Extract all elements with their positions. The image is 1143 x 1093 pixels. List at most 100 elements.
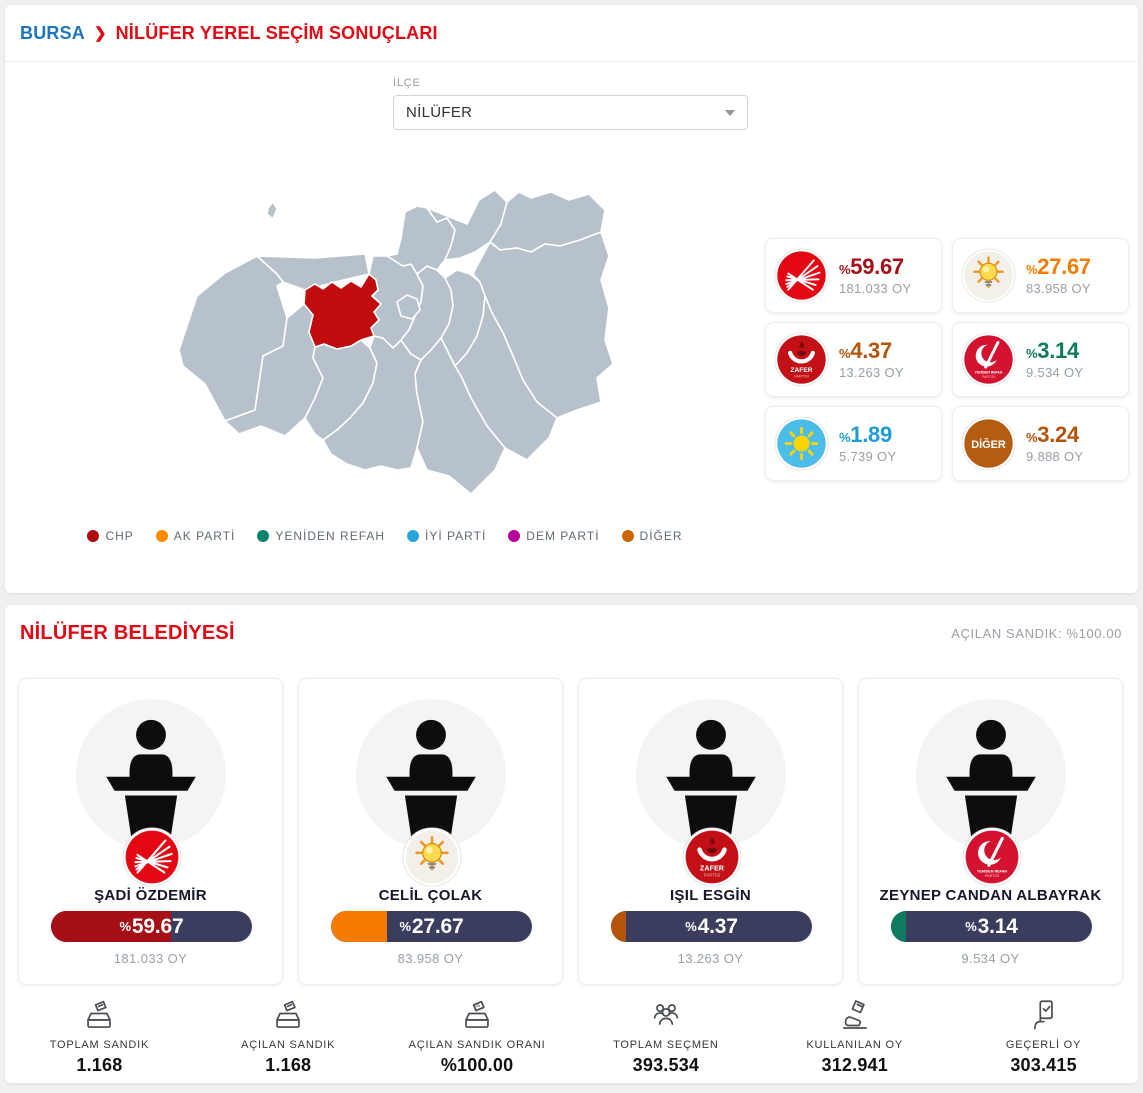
stat-total-voters: TOPLAM SEÇMEN 393.534 — [571, 997, 760, 1076]
district-filter-label: İLÇE — [393, 77, 421, 89]
party-votes: 9.534 OY — [1026, 365, 1084, 381]
candidate-avatar — [356, 699, 506, 849]
district-select[interactable]: NİLÜFER — [393, 95, 748, 130]
party-votes: 9.888 OY — [1026, 449, 1084, 465]
yrp-logo-icon — [962, 827, 1022, 887]
legend-item: DİĞER — [621, 529, 683, 543]
map-legend: CHP AK PARTİ YENİDEN REFAH İYİ PARTİ DEM… — [5, 529, 765, 543]
breadcrumb-city-link[interactable]: BURSA — [20, 22, 86, 43]
party-result-card: %59.67 181.033 OY — [765, 238, 942, 313]
ballot-box-icon — [271, 997, 305, 1031]
candidate-votes: 13.263 OY — [677, 951, 744, 966]
candidate-vote-bar: % 3.14 — [891, 911, 1092, 942]
candidate-vote-bar: % 59.67 — [51, 911, 252, 942]
akp-logo-icon — [402, 827, 462, 887]
legend-dot — [87, 530, 100, 542]
municipality-title: NİLÜFER BELEDİYESİ — [20, 621, 235, 644]
party-results-grid: %59.67 181.033 OY %27.67 83.958 OY %4.37… — [765, 238, 1129, 481]
zafer-logo-icon — [774, 332, 829, 387]
district-select-value: NİLÜFER — [406, 104, 473, 121]
candidate-votes: 9.534 OY — [961, 951, 1020, 966]
candidate-name: ŞADİ ÖZDEMİR — [94, 887, 207, 904]
vote-bar-fill — [51, 911, 171, 942]
ballot-box-icon — [82, 997, 116, 1031]
vote-bar-fill — [891, 911, 906, 942]
people-icon — [649, 997, 683, 1031]
ballot-box-percent-icon — [460, 997, 494, 1031]
party-percent: %59.67 — [839, 253, 904, 279]
zafer-logo-icon — [682, 827, 742, 887]
stat-opened-ballot: AÇILAN SANDIK 1.168 — [194, 997, 383, 1076]
party-percent: %1.89 — [839, 421, 892, 447]
diger-logo-icon — [961, 416, 1016, 471]
party-percent: %3.24 — [1026, 421, 1079, 447]
legend-item: YENİDEN REFAH — [257, 529, 385, 543]
party-votes: 83.958 OY — [1026, 281, 1091, 297]
candidate-card: ZEYNEP CANDAN ALBAYRAK % 3.14 9.534 OY — [858, 678, 1123, 985]
candidate-votes: 181.033 OY — [113, 951, 188, 966]
vote-bar-fill — [331, 911, 387, 942]
legend-dot — [257, 530, 270, 542]
map-district-selected[interactable] — [303, 273, 382, 350]
party-percent: %4.37 — [839, 337, 892, 363]
party-result-card: %1.89 5.739 OY — [765, 406, 942, 481]
legend-dot — [621, 530, 634, 542]
results-panel: BURSA ❯ NİLÜFER YEREL SEÇİM SONUÇLARI İL… — [5, 5, 1138, 593]
legend-dot — [155, 530, 168, 542]
chp-logo-icon — [122, 827, 182, 887]
candidate-name: CELİL ÇOLAK — [378, 887, 483, 904]
candidate-name: ZEYNEP CANDAN ALBAYRAK — [879, 887, 1102, 904]
breadcrumb-chevron-icon: ❯ — [94, 25, 107, 42]
candidate-card: CELİL ÇOLAK % 27.67 83.958 OY — [298, 678, 563, 985]
candidate-avatar — [916, 699, 1066, 849]
candidate-percent: % 59.67 — [119, 914, 184, 938]
page-title: NİLÜFER YEREL SEÇİM SONUÇLARI — [115, 22, 438, 43]
municipality-panel: NİLÜFER BELEDİYESİ AÇILAN SANDIK: %100.0… — [5, 605, 1138, 1083]
candidate-vote-bar: % 27.67 — [331, 911, 532, 942]
map-district[interactable] — [426, 189, 508, 261]
candidate-vote-bar: % 4.37 — [611, 911, 812, 942]
municipality-header: NİLÜFER BELEDİYESİ AÇILAN SANDIK: %100.0… — [5, 605, 1138, 661]
yrp-logo-icon — [961, 332, 1016, 387]
party-result-card: %3.14 9.534 OY — [952, 322, 1129, 397]
candidates-row: ŞADİ ÖZDEMİR % 59.67 181.033 OY CELİL ÇOL… — [18, 678, 1125, 985]
party-result-card: %4.37 13.263 OY — [765, 322, 942, 397]
opened-ballot-info: AÇILAN SANDIK: %100.00 — [951, 625, 1122, 641]
legend-dot — [508, 530, 521, 542]
summary-stats: TOPLAM SANDIK 1.168 AÇILAN SANDIK 1.168 … — [5, 997, 1138, 1076]
legend-item: İYİ PARTİ — [407, 529, 486, 543]
party-result-card: %27.67 83.958 OY — [952, 238, 1129, 313]
akp-logo-icon — [961, 248, 1016, 303]
breadcrumb: BURSA ❯ NİLÜFER YEREL SEÇİM SONUÇLARI — [5, 5, 1138, 62]
stat-total-ballot: TOPLAM SANDIK 1.168 — [5, 997, 194, 1076]
candidate-avatar — [76, 699, 226, 849]
candidate-votes: 83.958 OY — [397, 951, 464, 966]
stat-used-votes: KULLANILAN OY 312.941 — [760, 997, 949, 1076]
legend-item: DEM PARTİ — [508, 529, 599, 543]
chevron-down-icon — [725, 109, 735, 116]
legend-dot — [407, 530, 420, 542]
candidate-card: ŞADİ ÖZDEMİR % 59.67 181.033 OY — [18, 678, 283, 985]
party-result-card: %3.24 9.888 OY — [952, 406, 1129, 481]
legend-item: CHP — [87, 529, 133, 543]
map-district[interactable] — [396, 294, 421, 320]
party-votes: 13.263 OY — [839, 365, 904, 381]
province-map — [165, 178, 645, 498]
candidate-percent: % 27.67 — [399, 914, 464, 938]
candidate-percent: % 3.14 — [965, 914, 1018, 938]
party-percent: %27.67 — [1026, 253, 1091, 279]
legend-item: AK PARTİ — [155, 529, 236, 543]
map-district[interactable] — [414, 337, 506, 495]
candidate-percent: % 4.37 — [685, 914, 738, 938]
candidate-card: IŞIL ESGİN % 4.37 13.263 OY — [578, 678, 843, 985]
vote-bar-fill — [611, 911, 626, 942]
map-island[interactable] — [266, 201, 278, 220]
valid-vote-icon — [1027, 997, 1061, 1031]
stat-valid-votes: GEÇERLİ OY 303.415 — [949, 997, 1138, 1076]
map-district[interactable] — [256, 253, 370, 291]
party-votes: 181.033 OY — [839, 281, 912, 297]
hand-vote-icon — [838, 997, 872, 1031]
party-percent: %3.14 — [1026, 337, 1079, 363]
candidate-name: IŞIL ESGİN — [669, 887, 752, 904]
district-filter: İLÇE NİLÜFER — [393, 77, 748, 130]
